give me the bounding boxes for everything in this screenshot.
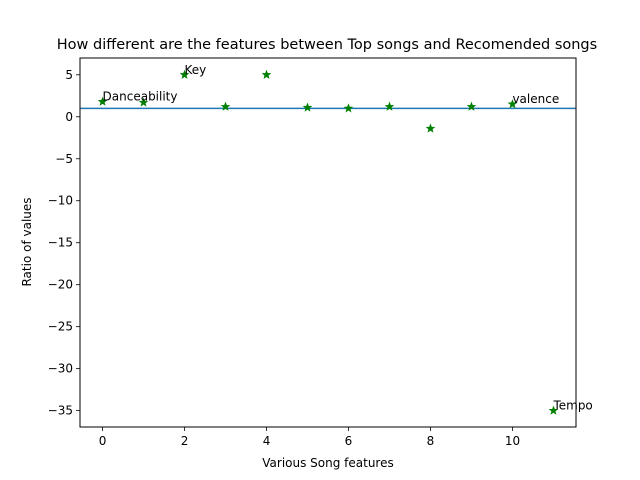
data-point-star [261, 69, 272, 79]
data-point-star [97, 96, 108, 106]
y-tick-label: −10 [48, 194, 73, 208]
y-tick-label: 0 [65, 110, 73, 124]
y-tick-label: −20 [48, 278, 73, 292]
plot-area [80, 58, 576, 427]
chart-title: How different are the features between T… [57, 37, 597, 53]
data-point-star [548, 405, 559, 415]
y-tick-label: −15 [48, 236, 73, 250]
x-tick-label: 4 [263, 434, 271, 448]
y-tick-label: −5 [55, 152, 73, 166]
y-tick-label: 5 [65, 68, 73, 82]
data-point-star [384, 101, 395, 111]
x-tick-label: 6 [345, 434, 353, 448]
point-annotation: Danceability [103, 90, 178, 104]
x-axis-title: Various Song features [262, 456, 393, 470]
point-annotation: Key [185, 63, 207, 77]
data-point-star [220, 101, 231, 111]
data-point-star [138, 97, 149, 107]
data-point-star [179, 69, 190, 79]
data-point-star [507, 99, 518, 109]
x-tick-label: 2 [181, 434, 189, 448]
y-axis-title: Ratio of values [20, 197, 34, 286]
x-tick-label: 0 [99, 434, 107, 448]
plot-frame [79, 57, 577, 428]
point-annotation: valence [512, 92, 559, 106]
data-point-star [343, 103, 354, 113]
data-point-star [466, 101, 477, 111]
y-tick-label: −30 [48, 362, 73, 376]
y-tick-label: −25 [48, 320, 73, 334]
x-tick-label: 10 [505, 434, 520, 448]
x-tick-label: 8 [427, 434, 435, 448]
data-point-star [302, 102, 313, 112]
data-point-star [425, 123, 436, 133]
y-tick-label: −35 [48, 404, 73, 418]
point-annotation: Tempo [552, 399, 592, 413]
